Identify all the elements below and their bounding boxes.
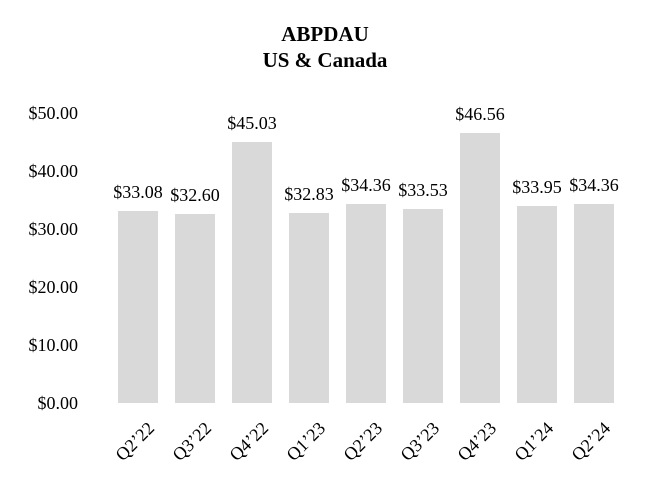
- y-tick-label: $0.00: [37, 393, 79, 413]
- bar: [403, 208, 443, 403]
- chart-title: ABPDAU: [281, 22, 369, 46]
- y-tick-label: $30.00: [28, 219, 79, 239]
- bar-value-label: $32.83: [284, 183, 334, 204]
- y-tick-label: $10.00: [28, 335, 79, 355]
- bar: [517, 206, 557, 403]
- bar: [574, 203, 614, 403]
- bar-value-label: $33.53: [398, 179, 448, 200]
- bar: [460, 132, 500, 403]
- bar: [118, 211, 158, 403]
- bar: [289, 212, 329, 403]
- bar-value-label: $45.03: [227, 112, 277, 133]
- chart-title-block: ABPDAU US & Canada: [0, 21, 650, 73]
- y-tick-label: $50.00: [28, 103, 79, 123]
- bar-value-label: $46.56: [455, 103, 505, 124]
- bar: [175, 213, 215, 403]
- bar-value-label: $34.36: [569, 174, 619, 195]
- y-tick-label: $20.00: [28, 277, 79, 297]
- bar-value-label: $34.36: [341, 174, 391, 195]
- chart-subtitle: US & Canada: [262, 48, 388, 72]
- bar-value-label: $33.95: [512, 177, 562, 198]
- bar: [232, 141, 272, 403]
- bar: [346, 203, 386, 403]
- bar-value-label: $33.08: [113, 182, 163, 203]
- y-tick-label: $40.00: [28, 161, 79, 181]
- bar-value-label: $32.60: [170, 184, 220, 205]
